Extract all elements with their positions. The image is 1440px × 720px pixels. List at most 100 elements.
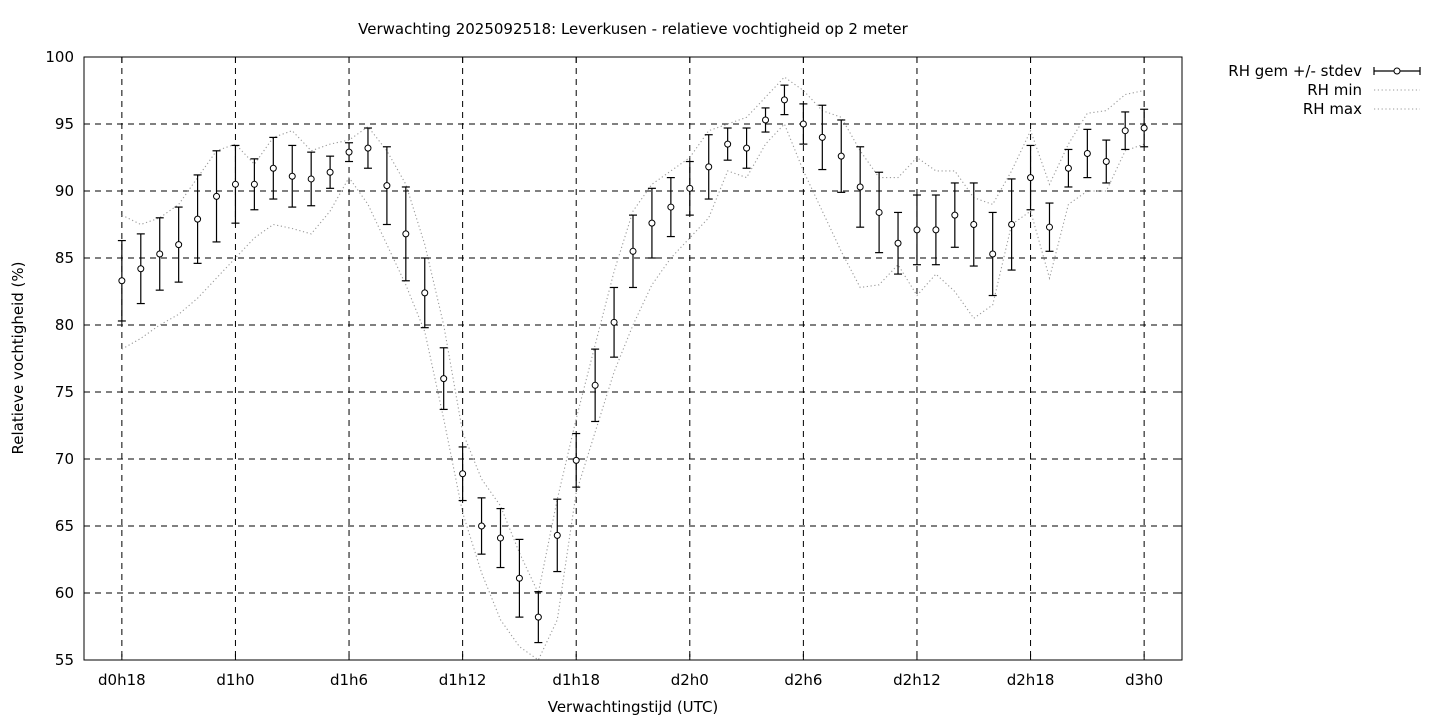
mean-errorbar: [1121, 111, 1130, 151]
mean-point: [175, 241, 183, 249]
x-tick-label: d2h12: [893, 671, 941, 689]
mean-point: [250, 180, 258, 188]
mean-errorbar: [931, 194, 940, 266]
mean-point: [856, 183, 864, 191]
mean-point: [307, 175, 315, 183]
y-tick-label: 100: [45, 48, 74, 66]
mean-errorbar: [345, 142, 354, 163]
y-tick-label: 85: [55, 249, 74, 267]
mean-errorbar: [534, 591, 543, 644]
mean-errorbar: [136, 233, 145, 305]
mean-point: [913, 226, 921, 234]
mean-errorbar: [515, 538, 524, 618]
y-axis-label: Relatieve vochtigheid (%): [9, 261, 27, 454]
mean-point: [1083, 149, 1091, 157]
mean-errorbar: [704, 134, 713, 200]
mean-point: [478, 522, 486, 530]
mean-point: [818, 133, 826, 141]
mean-point: [629, 247, 637, 255]
x-tick-label: d2h18: [1007, 671, 1055, 689]
y-tick-label: 55: [55, 651, 74, 669]
mean-point: [1045, 223, 1053, 231]
mean-point: [799, 120, 807, 128]
mean-point: [648, 219, 656, 227]
mean-point: [269, 164, 277, 172]
mean-point: [194, 215, 202, 223]
mean-point: [345, 148, 353, 156]
x-tick-label: d1h12: [439, 671, 487, 689]
mean-errorbar: [988, 211, 997, 297]
legend-label: RH max: [1303, 100, 1362, 118]
mean-errorbar: [231, 144, 240, 224]
mean-errorbar: [610, 286, 619, 358]
mean-errorbar: [458, 446, 467, 502]
mean-errorbar: [1140, 108, 1149, 148]
mean-errorbar: [212, 150, 221, 243]
mean-point: [1027, 174, 1035, 182]
rh-max-line: [121, 76, 1145, 595]
mean-point: [534, 613, 542, 621]
mean-point: [1102, 158, 1110, 166]
legend-label: RH min: [1307, 81, 1362, 99]
mean-point: [762, 116, 770, 124]
x-tick-label: d2h6: [784, 671, 822, 689]
mean-errorbar: [856, 146, 865, 228]
mean-point: [780, 96, 788, 104]
mean-point: [137, 265, 145, 273]
mean-point: [1140, 124, 1148, 132]
mean-errorbar: [326, 155, 335, 189]
x-axis: d0h18 d1h0 d1h6 d1h12 d1h18 d2h0 d2h6 d2h12 d2h1…: [98, 57, 1163, 689]
mean-errorbar: [1102, 139, 1111, 184]
mean-point: [837, 152, 845, 160]
mean-point: [1121, 127, 1129, 135]
mean-point: [743, 144, 751, 152]
mean-point: [686, 184, 694, 192]
mean-point: [572, 456, 580, 464]
x-tick-label: d2h0: [671, 671, 709, 689]
y-tick-label: 60: [55, 584, 74, 602]
mean-errorbar: [1026, 144, 1035, 211]
mean-errorbar: [969, 182, 978, 267]
mean-point: [496, 534, 504, 542]
x-tick-label: d3h0: [1125, 671, 1163, 689]
mean-point: [875, 208, 883, 216]
mean-point: [326, 168, 334, 176]
mean-errorbar: [950, 182, 959, 248]
mean-point: [951, 211, 959, 219]
mean-point: [288, 172, 296, 180]
mean-point: [440, 375, 448, 383]
legend-label: RH gem +/- stdev: [1228, 62, 1362, 80]
y-tick-label: 65: [55, 517, 74, 535]
mean-point: [383, 182, 391, 190]
mean-errorbar: [761, 107, 770, 133]
mean-errorbar: [572, 432, 581, 488]
mean-errorbar: [363, 127, 372, 169]
y-tick-label: 90: [55, 182, 74, 200]
chart-title: Verwachting 2025092518: Leverkusen - rel…: [358, 20, 909, 38]
mean-errorbar: [875, 171, 884, 254]
mean-errorbar: [780, 84, 789, 116]
mean-point: [231, 180, 239, 188]
mean-errorbar: [591, 348, 600, 423]
mean-errorbar: [288, 144, 297, 208]
mean-errorbar: [401, 186, 410, 282]
mean-errorbar: [553, 498, 562, 573]
mean-errorbar: [1007, 178, 1016, 271]
y-tick-label: 80: [55, 316, 74, 334]
grid-layer: [84, 57, 1182, 660]
mean-point: [515, 574, 523, 582]
mean-point: [1008, 221, 1016, 228]
x-tick-label: d0h18: [98, 671, 146, 689]
mean-point: [402, 230, 410, 238]
mean-point: [989, 250, 997, 258]
y-tick-label: 95: [55, 115, 74, 133]
mean-errorbar: [1083, 128, 1092, 179]
mean-point: [894, 239, 902, 247]
mean-errorbar: [420, 257, 429, 329]
mean-point: [156, 250, 164, 258]
rh-min-line: [121, 122, 1145, 661]
mean-point: [459, 470, 467, 478]
mean-errorbar: [269, 136, 278, 200]
min-max-layer: [121, 76, 1145, 661]
